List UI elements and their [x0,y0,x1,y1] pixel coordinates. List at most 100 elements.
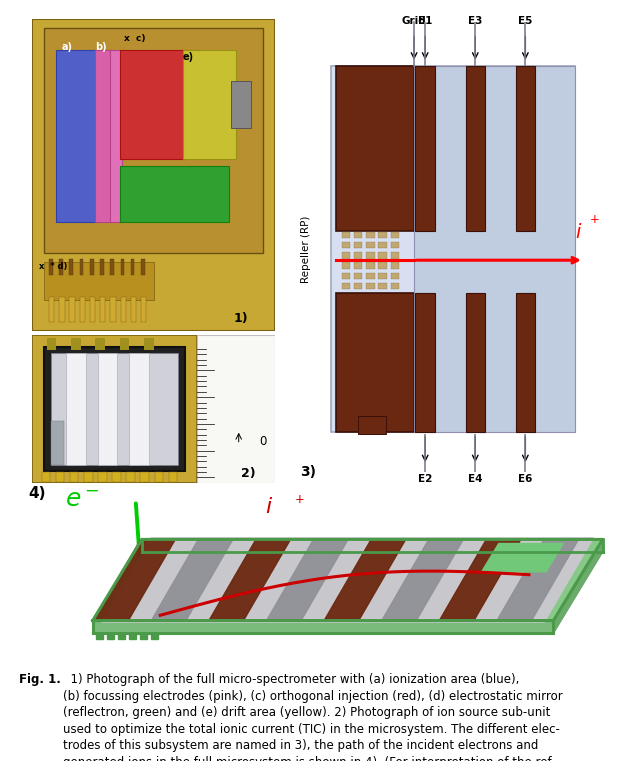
Bar [90,297,95,322]
Bar [49,260,52,275]
Polygon shape [118,633,125,639]
Bar [90,260,93,275]
Text: Fig. 1.: Fig. 1. [19,673,61,686]
Bar [131,260,134,275]
Text: a): a) [61,42,72,53]
Bar [336,66,414,231]
Text: E3: E3 [468,16,483,26]
Bar [51,421,63,466]
Bar [100,297,106,322]
Bar [131,297,136,322]
Bar [44,263,154,300]
Bar [354,242,362,249]
Bar [155,473,163,482]
Text: 1) Photograph of the full micro-spectrometer with (a) ionization area (blue),
(b: 1) Photograph of the full micro-spectrom… [63,673,563,761]
Polygon shape [324,540,405,620]
Polygon shape [151,633,159,639]
Bar [141,260,145,275]
Bar [120,50,188,160]
Bar [366,263,374,269]
Bar [120,260,124,275]
Bar [366,252,374,259]
Bar [95,50,112,222]
Text: $^+$: $^+$ [587,213,600,231]
Bar [378,263,387,269]
Bar [390,231,399,238]
Text: $i$: $i$ [265,497,273,517]
Bar [342,231,350,238]
Polygon shape [94,540,175,620]
Bar [378,231,387,238]
Bar [47,338,56,349]
Bar [60,260,63,275]
Bar [120,338,129,349]
Text: x  * d): x * d) [39,262,68,271]
Text: E1: E1 [418,16,433,26]
Bar [126,473,135,482]
Text: $e^-$: $e^-$ [65,489,100,512]
Bar [110,260,114,275]
Bar [378,283,387,289]
Bar [232,81,251,129]
Text: E2: E2 [418,474,433,484]
Text: $^+$: $^+$ [292,494,305,511]
Bar [98,352,117,466]
Bar [120,166,229,222]
Polygon shape [267,540,348,620]
Polygon shape [93,540,142,633]
Text: 0: 0 [259,435,267,447]
Bar [129,352,148,466]
Polygon shape [93,620,554,633]
Bar [120,297,126,322]
Polygon shape [209,540,290,620]
Text: x  c): x c) [124,34,146,43]
Text: 1): 1) [234,312,248,325]
Bar [51,352,178,466]
Text: Repeller (RP): Repeller (RP) [301,215,310,283]
Bar [354,272,362,279]
Bar [390,283,399,289]
Text: E6: E6 [518,474,532,484]
Bar [70,260,73,275]
Polygon shape [152,540,232,620]
Bar [84,473,93,482]
Polygon shape [382,540,463,620]
Bar [342,272,350,279]
Bar [336,293,414,432]
Bar [79,260,83,275]
Bar [465,66,485,231]
Bar [358,416,386,434]
Polygon shape [93,540,603,620]
Bar [95,338,105,349]
Bar [71,338,81,349]
Bar [354,283,362,289]
Bar [465,293,485,432]
Text: Grid: Grid [402,16,426,26]
Bar [516,66,535,231]
Bar [66,352,86,466]
Text: E4: E4 [468,474,483,484]
Bar [44,28,263,253]
Bar [390,263,399,269]
Bar [44,347,185,471]
Text: E5: E5 [518,16,532,26]
Bar [110,297,116,322]
Bar [140,473,149,482]
Bar [366,231,374,238]
Polygon shape [481,543,563,572]
Bar [415,66,435,231]
Polygon shape [440,540,520,620]
Bar [141,297,147,322]
Polygon shape [129,633,136,639]
Bar [378,252,387,259]
Bar [366,272,374,279]
Bar [98,473,107,482]
Bar [342,283,350,289]
Polygon shape [554,540,603,633]
Bar [70,297,75,322]
Bar [169,473,177,482]
Bar [32,335,197,483]
Polygon shape [497,540,578,620]
Bar [79,297,85,322]
Bar [60,297,65,322]
